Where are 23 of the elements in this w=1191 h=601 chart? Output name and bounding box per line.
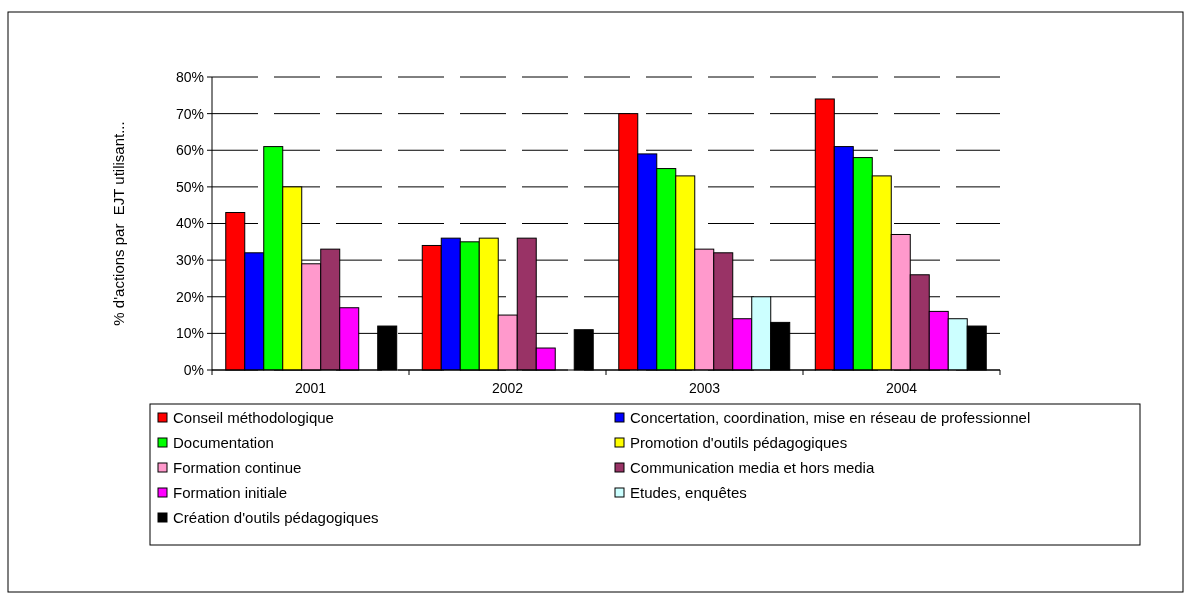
y-tick-label: 20% [175, 288, 204, 305]
legend-label: Etudes, enquêtes [630, 484, 747, 502]
x-tick-label: 2002 [491, 380, 524, 396]
y-tick-label: 50% [175, 178, 204, 195]
legend-label: Communication media et hors media [630, 459, 875, 477]
x-tick-label: 2003 [688, 380, 721, 396]
legend-label: Formation initiale [173, 484, 288, 502]
y-tick-label: 80% [175, 68, 204, 85]
x-tick-label: 2001 [294, 380, 327, 396]
y-tick-label: 0% [183, 361, 204, 378]
y-tick-label: 30% [175, 252, 204, 269]
y-tick-label: 60% [175, 142, 204, 159]
legend-label: Concertation, coordination, mise en réseau de professionnel [630, 409, 1031, 427]
legend-label: Création d'outils pédagogiques [173, 509, 379, 527]
legend-label: Promotion d'outils pédagogiques [630, 434, 848, 452]
y-tick-label: 40% [175, 215, 204, 232]
x-tick-label: 2004 [885, 380, 918, 396]
y-axis-title: % d'actions par EJT utilisant... [110, 121, 127, 326]
legend-label: Formation continue [173, 459, 302, 477]
legend-label: Conseil méthodologique [173, 409, 334, 427]
y-tick-label: 10% [175, 325, 204, 342]
y-tick-label: 70% [175, 105, 204, 122]
legend-label: Documentation [173, 434, 274, 452]
